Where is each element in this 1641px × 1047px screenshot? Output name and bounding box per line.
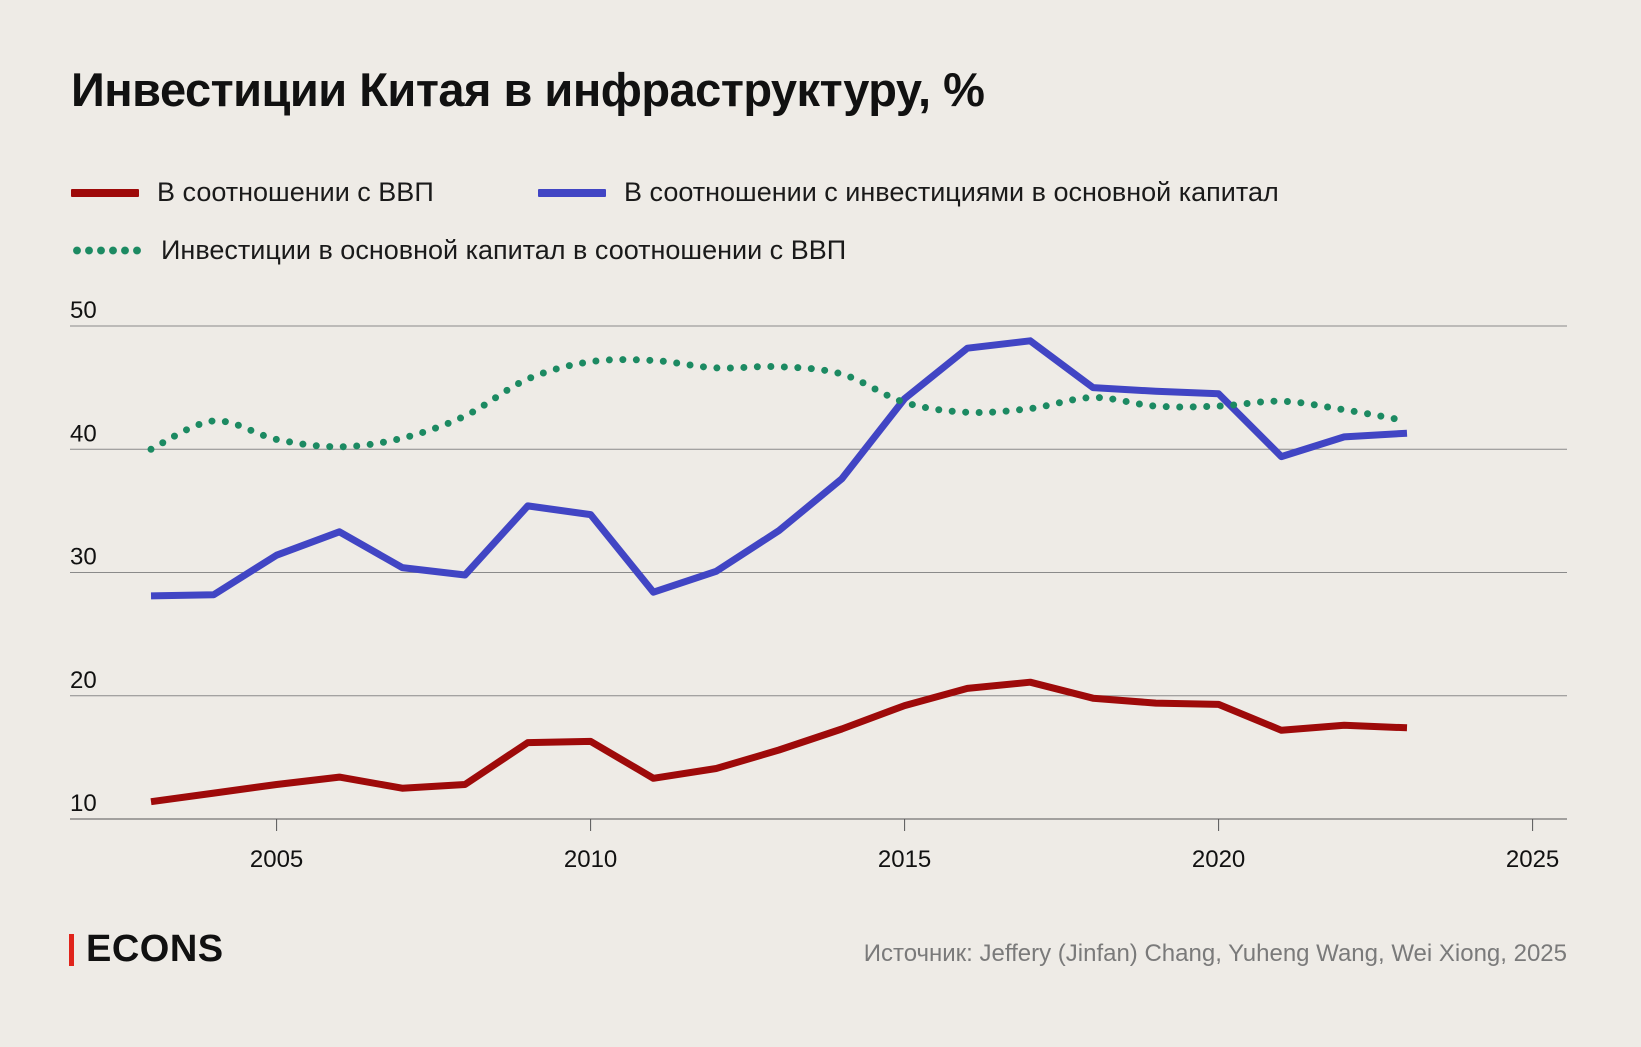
series-line-fixed-investment-share	[150, 337, 1408, 600]
econs-logo: ECONS	[69, 928, 224, 971]
legend-item-fixed-investment-gdp: Инвестиции в основной капитал в соотноше…	[71, 235, 846, 266]
legend-item-fixed-investment-share: В соотношении с инвестициями в основной …	[538, 177, 1279, 208]
y-tick-label: 10	[70, 790, 97, 817]
x-tick-label: 2025	[1506, 846, 1559, 873]
x-tick-label: 2005	[250, 846, 303, 873]
source-note: Источник: Jeffery (Jinfan) Chang, Yuheng…	[863, 940, 1567, 967]
y-tick-label: 20	[70, 667, 97, 694]
legend-label-fixed-investment-share: В соотношении с инвестициями в основной …	[624, 177, 1279, 207]
series-line-gdp	[150, 678, 1408, 806]
x-tick-label: 2020	[1192, 846, 1245, 873]
y-tick-label: 40	[70, 420, 97, 447]
legend-swatch-fixed-investment-share	[538, 188, 606, 197]
logo-text: ECONS	[86, 928, 224, 970]
y-tick-label: 50	[70, 297, 97, 324]
legend-swatch-fixed-investment-gdp	[71, 246, 143, 255]
legend-label-fixed-investment-gdp: Инвестиции в основной капитал в соотноше…	[161, 235, 847, 265]
legend-label-gdp: В соотношении с ВВП	[157, 177, 434, 207]
chart-title: Инвестиции Китая в инфраструктуру, %	[71, 63, 985, 116]
y-tick-label: 30	[70, 544, 97, 571]
x-tick-label: 2010	[564, 846, 617, 873]
line-chart: 10 20 30 40 50 2005 2010 2015 2020 2025	[70, 297, 1567, 873]
legend-swatch-gdp	[71, 188, 139, 197]
legend-item-gdp: В соотношении с ВВП	[71, 177, 434, 208]
x-tick-label: 2015	[878, 846, 931, 873]
logo-accent-bar	[69, 933, 74, 966]
series-line-fixed-investment-gdp	[147, 356, 1411, 453]
